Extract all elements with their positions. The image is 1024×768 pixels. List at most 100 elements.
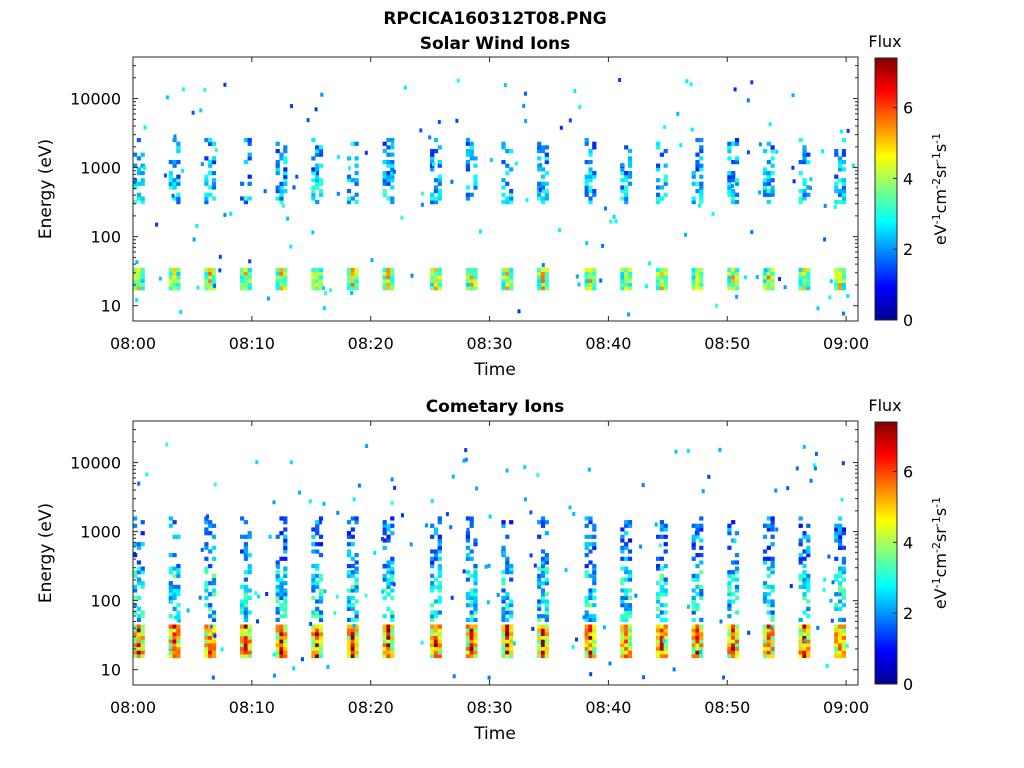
heatmap-cell xyxy=(624,614,629,619)
heatmap-cell xyxy=(437,610,442,615)
heatmap-cell xyxy=(828,295,832,300)
heatmap-cell xyxy=(501,570,506,575)
heatmap-cell xyxy=(544,160,549,165)
heatmap-cell xyxy=(170,599,173,604)
heatmap-cell xyxy=(501,614,506,619)
heatmap-cell xyxy=(731,271,736,276)
heatmap-cell xyxy=(386,267,391,272)
heatmap-cell xyxy=(283,650,288,655)
heatmap-cell xyxy=(691,542,696,547)
heatmap-cell xyxy=(204,178,209,183)
heatmap-cell xyxy=(420,202,424,207)
heatmap-cell xyxy=(762,650,768,655)
heatmap-cell xyxy=(620,650,625,655)
heatmap-cell xyxy=(838,160,843,165)
heatmap-cell xyxy=(659,523,664,528)
heatmap-cell xyxy=(727,523,732,528)
heatmap-cell xyxy=(851,163,855,168)
heatmap-cell xyxy=(798,631,803,637)
heatmap-cell xyxy=(311,646,316,651)
heatmap-cell xyxy=(695,282,700,287)
heatmap-cell xyxy=(240,603,245,608)
heatmap-cell xyxy=(501,631,506,637)
heatmap-cell xyxy=(315,581,320,586)
y-tick-label: 1000 xyxy=(80,523,121,542)
heatmap-cell xyxy=(624,200,629,205)
heatmap-cell xyxy=(350,570,355,575)
heatmap-cell xyxy=(315,149,320,154)
heatmap-cell xyxy=(676,111,680,116)
heatmap-cell xyxy=(544,282,549,287)
heatmap-cell xyxy=(699,538,704,543)
heatmap-cell xyxy=(365,444,369,448)
heatmap-cell xyxy=(135,260,139,265)
heatmap-cell xyxy=(382,523,387,528)
heatmap-cell xyxy=(390,614,395,619)
heatmap-cell xyxy=(691,628,696,633)
heatmap-cell xyxy=(223,212,227,217)
heatmap-cell xyxy=(802,628,807,633)
heatmap-cell xyxy=(540,588,546,593)
heatmap-cell xyxy=(469,523,474,528)
heatmap-cell xyxy=(699,653,704,659)
heatmap-cell xyxy=(770,646,775,651)
heatmap-cell xyxy=(473,570,478,575)
heatmap-cell xyxy=(255,460,259,465)
heatmap-cell xyxy=(208,141,213,146)
heatmap-cell xyxy=(346,624,352,629)
heatmap-cell xyxy=(509,149,514,154)
heatmap-cell xyxy=(386,628,391,633)
heatmap-cell xyxy=(283,603,288,608)
heatmap-cell xyxy=(697,203,701,208)
heatmap-cell xyxy=(350,595,355,600)
heatmap-cell xyxy=(354,181,359,186)
heatmap-cell xyxy=(537,614,542,619)
heatmap-cell xyxy=(176,624,181,629)
heatmap-cell xyxy=(473,282,478,287)
heatmap-cell xyxy=(354,178,359,183)
heatmap-cell xyxy=(540,196,546,201)
heatmap-cell xyxy=(584,617,589,622)
heatmap-cell xyxy=(620,642,625,648)
heatmap-cell xyxy=(465,138,470,143)
heatmap-cell xyxy=(509,271,514,276)
heatmap-cell xyxy=(243,592,248,597)
heatmap-cell xyxy=(465,603,470,608)
heatmap-cell xyxy=(656,200,661,205)
heatmap-cell xyxy=(829,279,833,284)
heatmap-cell xyxy=(564,568,568,573)
heatmap-cell xyxy=(509,635,514,640)
heatmap-cell xyxy=(410,273,414,278)
heatmap-cell xyxy=(208,639,213,644)
heatmap-cell xyxy=(465,577,470,582)
x-tick-label: 08:00 xyxy=(110,334,156,353)
heatmap-cell xyxy=(346,549,352,554)
heatmap-cell xyxy=(544,603,549,608)
heatmap-cell xyxy=(841,286,846,291)
heatmap-cell xyxy=(663,603,668,608)
heatmap-cell xyxy=(240,516,245,521)
heatmap-cell xyxy=(133,570,138,575)
heatmap-cell xyxy=(841,642,846,648)
heatmap-cell xyxy=(437,181,442,186)
heatmap-cell xyxy=(172,271,177,276)
heatmap-cell xyxy=(691,631,696,637)
heatmap-cell xyxy=(390,200,395,205)
heatmap-cell xyxy=(691,610,696,615)
heatmap-cell xyxy=(311,624,316,629)
heatmap-cell xyxy=(382,635,387,640)
heatmap-cell xyxy=(211,675,215,680)
heatmap-cell xyxy=(733,539,737,544)
heatmap-cell xyxy=(624,635,629,640)
heatmap-cell xyxy=(584,523,589,528)
heatmap-cell xyxy=(584,542,589,547)
heatmap-cell xyxy=(386,642,391,648)
solar-wind-ylabel: Energy (eV) xyxy=(36,139,56,239)
heatmap-cell xyxy=(731,286,736,291)
heatmap-cell xyxy=(390,639,395,644)
heatmap-cell xyxy=(834,603,839,608)
heatmap-cell xyxy=(208,171,213,176)
heatmap-cell xyxy=(140,531,145,536)
heatmap-cell xyxy=(750,230,754,235)
heatmap-cell xyxy=(509,650,514,655)
